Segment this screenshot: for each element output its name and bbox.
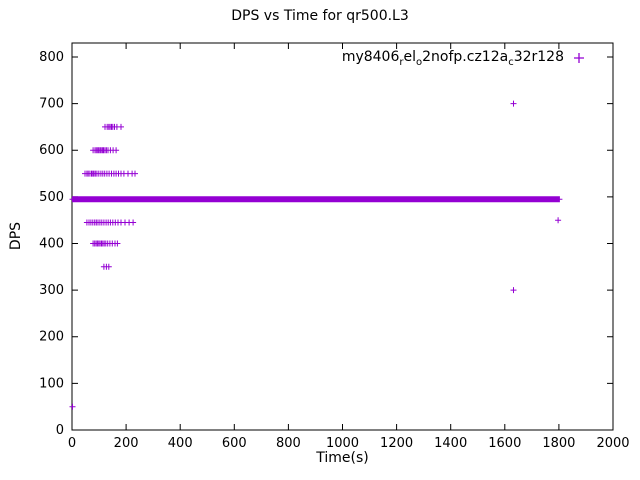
y-tick-label: 200 [39, 330, 64, 345]
legend: my8406relo2nofp.cz12ac32r128 [342, 49, 588, 68]
x-tick-label: 2000 [596, 436, 629, 451]
legend-label: my8406relo2nofp.cz12ac32r128 [341, 49, 564, 68]
y-tick-label: 400 [39, 236, 64, 251]
y-tick-label: 600 [39, 143, 64, 158]
y-tick-label: 500 [39, 190, 64, 205]
x-tick-label: 200 [114, 436, 139, 451]
y-tick-label: 0 [56, 423, 64, 438]
y-tick-label: 700 [39, 97, 64, 112]
legend-marker-plus-icon [574, 53, 584, 64]
y-tick-label: 800 [39, 50, 64, 65]
x-tick-label: 1200 [380, 436, 413, 451]
data-points [69, 100, 563, 410]
plot-border [71, 42, 614, 431]
chart-title: DPS vs Time for qr500.L3 [231, 8, 409, 24]
x-axis-label: Time(s) [316, 450, 369, 466]
x-tick-label: 1400 [434, 436, 467, 451]
x-tick-label: 600 [222, 436, 247, 451]
x-tick-label: 1000 [326, 436, 359, 451]
y-axis-label: DPS [8, 221, 24, 251]
y-tick-label: 100 [39, 376, 64, 391]
y-tick-label: 300 [39, 283, 64, 298]
x-tick-label: 0 [68, 436, 76, 451]
x-tick-label: 1800 [542, 436, 575, 451]
x-tick-label: 800 [276, 436, 301, 451]
x-tick-label: 1600 [488, 436, 521, 451]
x-tick-label: 400 [168, 436, 193, 451]
